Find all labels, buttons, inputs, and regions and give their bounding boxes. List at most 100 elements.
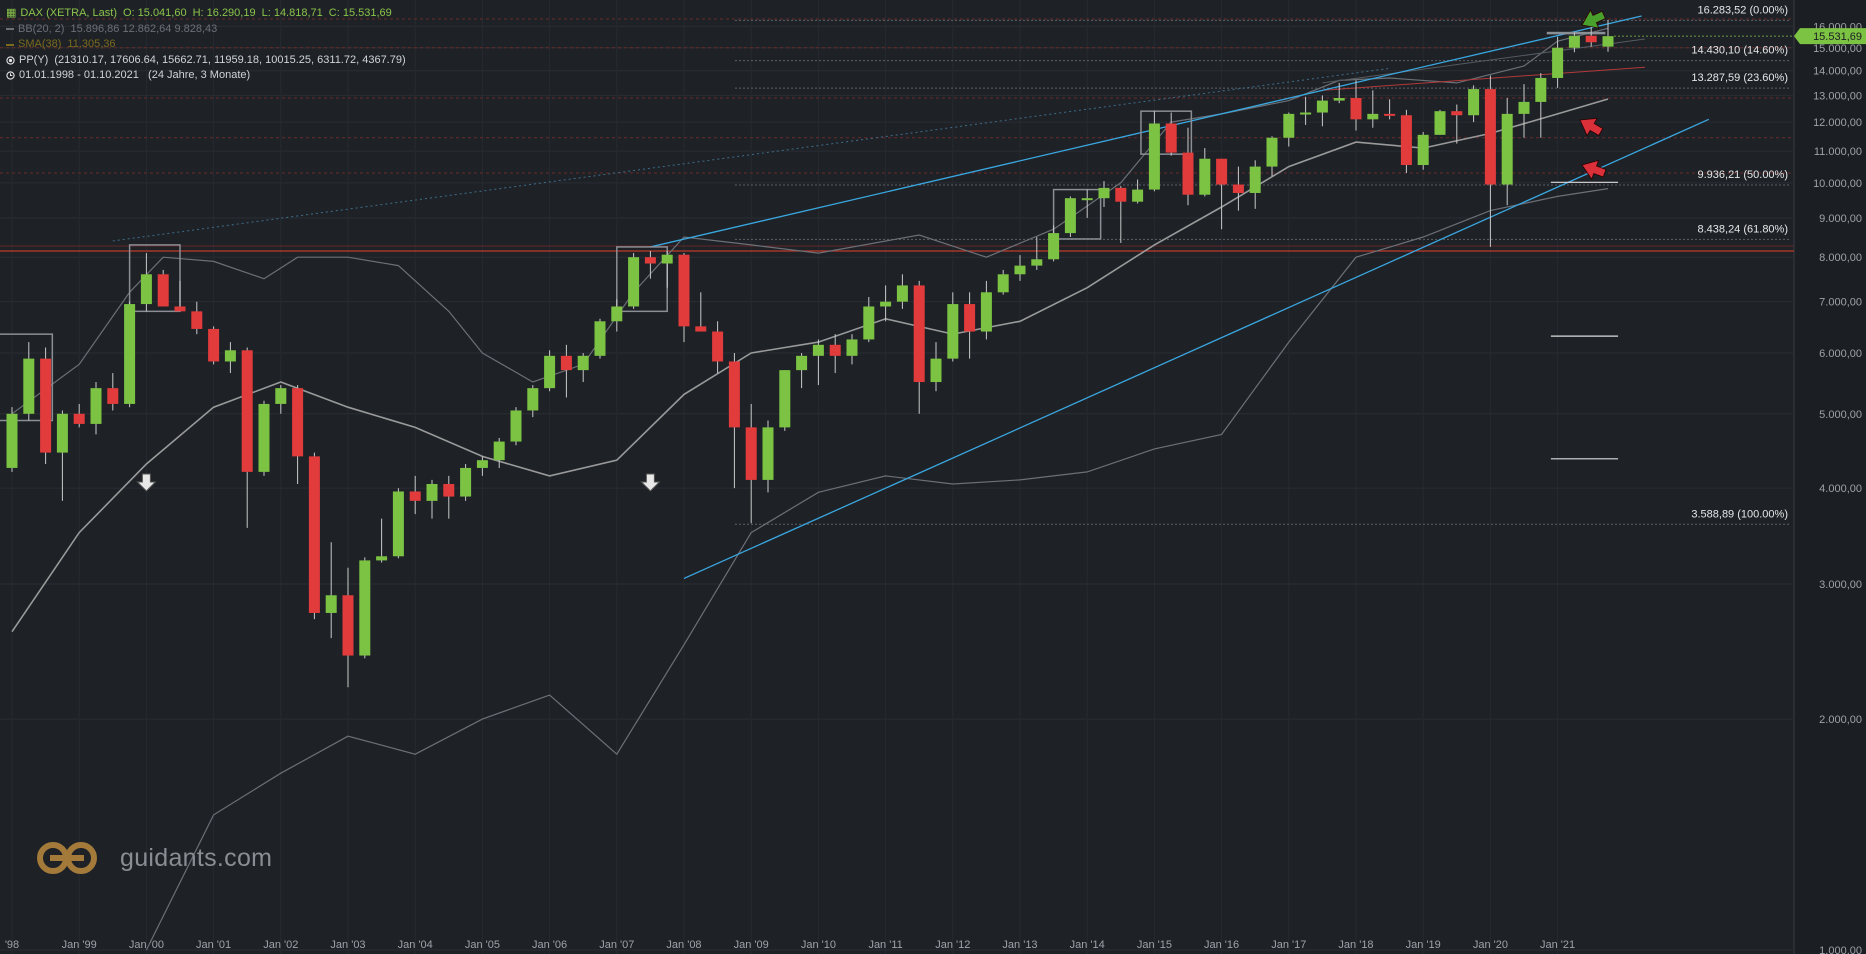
legend-open: O: 15.041,60 [122,7,187,19]
legend-range-row: 01.01.1998 - 01.10.2021 (24 Jahre, 3 Mon… [6,68,412,84]
pattern-highlight-box [1140,110,1193,155]
candle-bull [1014,265,1026,275]
x-tick-label: Jan '03 [330,939,365,951]
candle-bull [359,560,371,656]
candle-bear [409,491,421,501]
x-tick-label: Jan '11 [868,939,902,951]
candle-bull [1518,101,1530,114]
candle-bull [224,350,236,362]
trend-line-red [1322,66,1645,91]
candles-icon: ▦ [6,7,17,19]
x-tick-label: Jan '17 [1271,939,1306,951]
candle-bull [392,491,404,557]
candle-bull [6,413,18,468]
candle-bear [342,595,354,656]
candle-bull [1501,113,1513,185]
candle-bear [208,328,220,362]
candle-bull [124,304,136,404]
legend-high: H: 16.290,19 [192,7,256,19]
candle-bull [376,556,388,561]
y-tick-label: 10.000,00 [1813,178,1862,190]
candle-bull [628,257,640,307]
candle-bull [1081,198,1093,201]
candle-bull [997,274,1009,293]
candle-bull [863,306,875,340]
candle-bear [292,388,304,457]
fib-level-label: 16.283,52 (0.00%) [1697,4,1788,16]
candle-bull [1367,113,1379,120]
candle-bear [964,304,976,332]
candle-bear [174,306,186,312]
candle-bull [1417,134,1429,166]
candle-bear [913,285,925,383]
channel-upper-line [650,15,1642,248]
x-tick-label: Jan '20 [1473,939,1508,951]
x-tick-label: Jan '06 [532,939,567,951]
candle-bull [476,460,488,468]
legend-pp-name: PP(Y) [19,53,49,66]
down-arrow-icon [136,473,157,492]
candle-bull [1552,47,1564,78]
candle-bull [1535,77,1547,102]
target-arrow-icon [1581,9,1606,29]
candle-bull [1048,233,1060,260]
legend-main-row: ▦ DAX (XETRA, Last) O: 15.041,60 H: 16.2… [6,6,412,22]
x-tick-label: Jan '05 [465,939,500,951]
y-axis-background [1794,0,1866,954]
candle-bull [594,321,606,356]
y-tick-label: 8.000,00 [1819,252,1862,264]
candle-bear [157,274,169,307]
x-tick-label: Jan '15 [1137,939,1172,951]
fib-level-label: 14.430,10 (14.60%) [1691,45,1788,57]
candle-bull [527,388,539,411]
candle-bull [1098,187,1110,199]
candle-bull [1316,100,1328,113]
candle-bear [1182,152,1194,195]
candle-bear [1384,113,1396,116]
x-tick-label: Jan '01 [196,939,231,951]
down-arrow-icon [640,473,661,492]
legend-range: 01.01.1998 - 01.10.2021 (24 Jahre, 3 Mon… [19,69,251,81]
candle-bear [1232,184,1244,193]
candle-bull [1568,35,1580,48]
legend-bb-values: 15.896,86 12.862,64 9.828,43 [70,22,218,35]
x-tick-label: Jan '19 [1406,939,1441,951]
pattern-highlight-box [1052,188,1102,240]
legend-symbol: DAX (XETRA, Last) [20,7,117,19]
candle-bull [544,355,556,389]
y-tick-label: 7.000,00 [1819,297,1862,309]
bollinger-upper [11,27,1609,415]
candle-bear [241,350,253,472]
candle-bull [1249,166,1261,193]
candle-bull [1602,36,1614,47]
candle-bear [1115,187,1127,202]
candle-bear [712,331,724,362]
candle-bull [1468,89,1480,116]
candle-bear [73,413,85,424]
y-tick-label: 13.000,00 [1813,90,1862,102]
candle-bull [1031,259,1043,266]
candle-bull [796,355,808,371]
y-tick-label: 12.000,00 [1813,117,1862,129]
x-tick-label: Jan '02 [263,939,298,951]
x-tick-label: Jan '14 [1070,939,1105,951]
candle-bear [745,427,757,480]
fib-level-label: 8.438,24 (61.80%) [1697,223,1788,235]
candle-bear [678,254,690,327]
pattern-highlight-box [128,244,181,313]
y-tick-label: 6.000,00 [1819,348,1862,360]
pattern-highlight-box [0,333,54,422]
fib-level-label: 13.287,59 (23.60%) [1691,72,1788,84]
legend-pp-row: PP(Y) (21310.17, 17606.64, 15662.71, 119… [6,53,412,69]
guidants-logo-icon [37,842,97,874]
x-tick-label: Jan '18 [1338,939,1373,951]
y-tick-label: 15.000,00 [1813,43,1862,55]
y-tick-label: 9.000,00 [1819,213,1862,225]
y-tick-label: 14.000,00 [1813,66,1862,78]
x-tick-label: Jan '16 [1204,939,1239,951]
last-price-label: 15.531,69 [1813,31,1862,43]
candle-bull [140,274,152,305]
candle-bull [812,344,824,356]
